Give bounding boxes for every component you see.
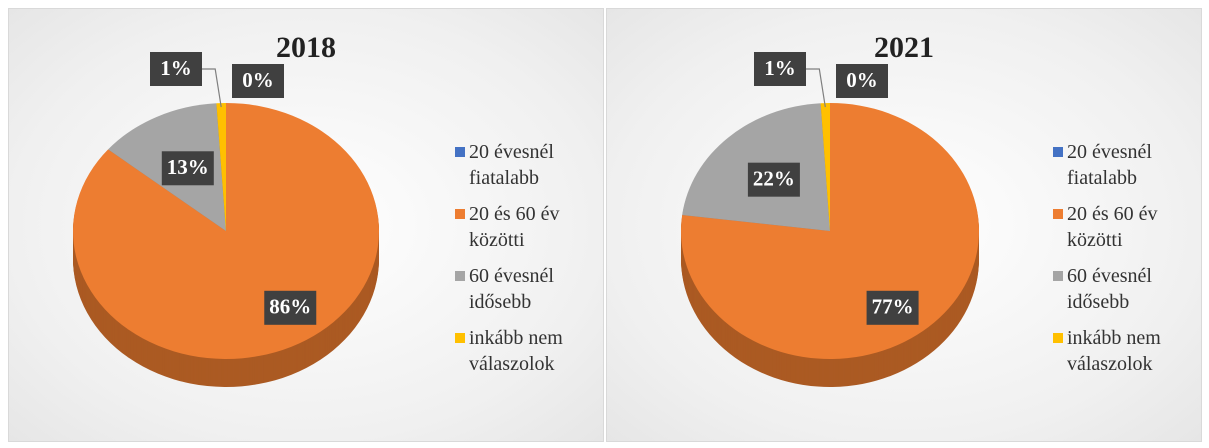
- pie-chart: 0% 86% 13% 1%: [72, 52, 380, 387]
- legend-label: 20 évesnél fiatalabb: [469, 141, 554, 189]
- data-label-box: [866, 290, 919, 325]
- legend-label: 60 évesnél idősebb: [1067, 265, 1152, 313]
- data-label-box: [747, 162, 800, 197]
- legend-item: 20 és 60 év közötti: [1051, 201, 1186, 253]
- legend-label: 20 és 60 év közötti: [1067, 203, 1158, 251]
- chart-panel: 0% 77% 22% 1% 2021 20 évesnél fiatalabb 20 és …: [606, 8, 1202, 442]
- legend-swatch: [1053, 209, 1063, 219]
- chart-title: 2018: [276, 31, 336, 64]
- legend-swatch: [455, 209, 465, 219]
- legend-swatch: [455, 147, 465, 157]
- legend-item: inkább nem válaszolok: [453, 325, 588, 377]
- data-label: 1%: [764, 56, 796, 80]
- data-label-box: [161, 151, 214, 186]
- legend-label: 20 és 60 év közötti: [469, 203, 560, 251]
- legend-swatch: [455, 333, 465, 343]
- legend: 20 évesnél fiatalabb 20 és 60 év közötti 6…: [1051, 139, 1186, 387]
- legend-swatch: [1053, 147, 1063, 157]
- legend-item: 20 évesnél fiatalabb: [1051, 139, 1186, 191]
- data-label: 0%: [242, 68, 274, 92]
- data-label-box: [754, 52, 806, 86]
- pie-chart: 0% 77% 22% 1%: [681, 52, 979, 387]
- legend-swatch: [1053, 271, 1063, 281]
- data-label-box: [150, 52, 202, 86]
- legend-item: 60 évesnél idősebb: [453, 263, 588, 315]
- leader-line: [805, 68, 826, 108]
- pie-slice: [216, 103, 226, 231]
- chart-title: 2021: [874, 31, 934, 64]
- data-label-box: [836, 64, 888, 98]
- legend: 20 évesnél fiatalabb 20 és 60 év közötti 6…: [453, 139, 588, 387]
- legend-item: inkább nem válaszolok: [1051, 325, 1186, 377]
- chart-panel: 0% 86% 13% 1% 2018 20 évesnél fiatalabb 20 és …: [8, 8, 604, 442]
- data-label: 13%: [167, 155, 209, 179]
- legend-item: 60 évesnél idősebb: [1051, 263, 1186, 315]
- data-label: 86%: [269, 295, 311, 319]
- data-label: 77%: [872, 295, 914, 319]
- data-label: 22%: [753, 166, 795, 190]
- legend-label: 60 évesnél idősebb: [469, 265, 554, 313]
- data-label-box: [232, 64, 284, 98]
- legend-item: 20 évesnél fiatalabb: [453, 139, 588, 191]
- leader-line: [201, 68, 222, 108]
- data-label: 0%: [846, 68, 878, 92]
- legend-swatch: [1053, 333, 1063, 343]
- legend-label: 20 évesnél fiatalabb: [1067, 141, 1152, 189]
- data-label-box: [264, 290, 317, 325]
- legend-item: 20 és 60 év közötti: [453, 201, 588, 253]
- legend-label: inkább nem válaszolok: [1067, 327, 1161, 375]
- legend-label: inkább nem válaszolok: [469, 327, 563, 375]
- legend-swatch: [455, 271, 465, 281]
- pie-slice: [820, 103, 830, 231]
- data-label: 1%: [160, 56, 192, 80]
